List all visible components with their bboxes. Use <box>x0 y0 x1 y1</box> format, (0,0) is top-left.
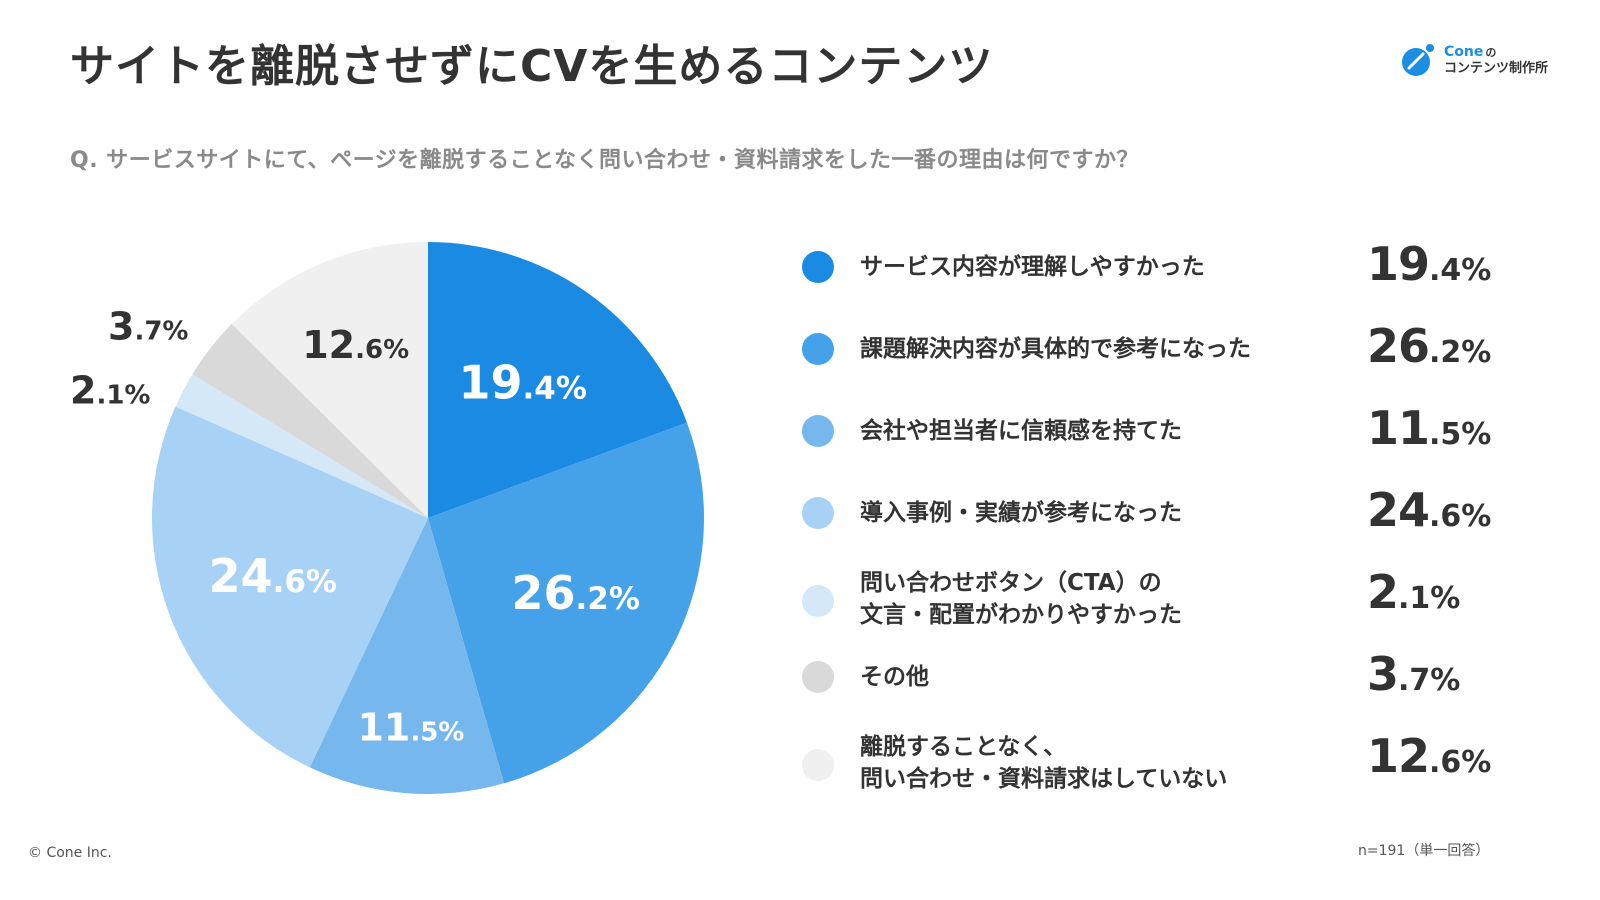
legend-item: サービス内容が理解しやすかった 19.4% <box>800 235 1560 317</box>
pie-chart: 19.4% 26.2% 11.5% 24.6% 2.1% 3.7% 12.6% <box>70 242 705 795</box>
legend-value: 26.2% <box>1367 319 1492 373</box>
logo-particle: の <box>1485 46 1497 59</box>
pie-slice-2 <box>428 422 705 784</box>
copyright: © Cone Inc. <box>28 845 112 861</box>
pie-slice-5 <box>175 374 428 518</box>
legend-item: 離脱することなく、 問い合わせ・資料請求はしていない 12.6% <box>800 727 1560 809</box>
logo-brand: Cone <box>1444 44 1484 60</box>
cone-logo: Cone の コンテンツ制作所 <box>1400 42 1548 78</box>
pie-slice-label-7: 12.6% <box>302 323 409 367</box>
cone-logo-icon <box>1402 44 1434 76</box>
pie-slice-label-4: 24.6% <box>209 549 337 603</box>
legend-item: 会社や担当者に信頼感を持てた 11.5% <box>800 399 1560 481</box>
legend-item: その他 3.7% <box>800 645 1560 727</box>
legend-swatch <box>802 585 834 617</box>
legend-value: 2.1% <box>1367 565 1461 619</box>
pie-slice-3 <box>309 518 505 795</box>
pie-slice-label-5: 2.1% <box>70 368 150 412</box>
sample-size: n=191（単一回答） <box>1358 843 1490 859</box>
pie-slice-6 <box>192 323 428 518</box>
legend-label: 会社や担当者に信頼感を持てた <box>860 418 1182 444</box>
legend-label: 離脱することなく、 問い合わせ・資料請求はしていない <box>860 734 1228 792</box>
legend-value: 24.6% <box>1367 483 1492 537</box>
legend-swatch <box>802 415 834 447</box>
legend-label: サービス内容が理解しやすかった <box>860 254 1205 280</box>
legend-value: 3.7% <box>1367 647 1461 701</box>
legend-item: 課題解決内容が具体的で参考になった 26.2% <box>800 317 1560 399</box>
legend-swatch <box>802 749 834 781</box>
pie-slice-label-3: 11.5% <box>357 705 464 749</box>
pie-slice-1 <box>428 242 687 518</box>
legend-label: その他 <box>860 664 929 690</box>
legend-swatch <box>802 251 834 283</box>
legend-swatch <box>802 497 834 529</box>
chart-legend: サービス内容が理解しやすかった 19.4% 課題解決内容が具体的で参考になった 26.… <box>800 235 1560 809</box>
pie-slice-label-6: 3.7% <box>108 304 188 348</box>
pie-slice-7 <box>231 242 428 518</box>
legend-value: 12.6% <box>1367 729 1492 783</box>
legend-label: 導入事例・実績が参考になった <box>860 500 1182 526</box>
pie-slice-4 <box>151 406 429 768</box>
pie-slice-label-2: 26.2% <box>511 566 639 620</box>
legend-item: 問い合わせボタン（CTA）の 文言・配置がわかりやすかった 2.1% <box>800 563 1560 645</box>
legend-item: 導入事例・実績が参考になった 24.6% <box>800 481 1560 563</box>
legend-swatch <box>802 333 834 365</box>
legend-value: 19.4% <box>1367 237 1492 291</box>
legend-label: 問い合わせボタン（CTA）の 文言・配置がわかりやすかった <box>860 570 1182 628</box>
legend-value: 11.5% <box>1367 401 1492 455</box>
pie-slice-label-1: 19.4% <box>458 355 586 409</box>
legend-swatch <box>802 661 834 693</box>
chart-title: サイトを離脱させずにCVを生めるコンテンツ <box>70 41 994 92</box>
logo-subtitle: コンテンツ制作所 <box>1444 61 1549 76</box>
legend-label: 課題解決内容が具体的で参考になった <box>860 336 1251 362</box>
survey-question: Q. サービスサイトにて、ページを離脱することなく問い合わせ・資料請求をした一番… <box>70 148 1140 173</box>
